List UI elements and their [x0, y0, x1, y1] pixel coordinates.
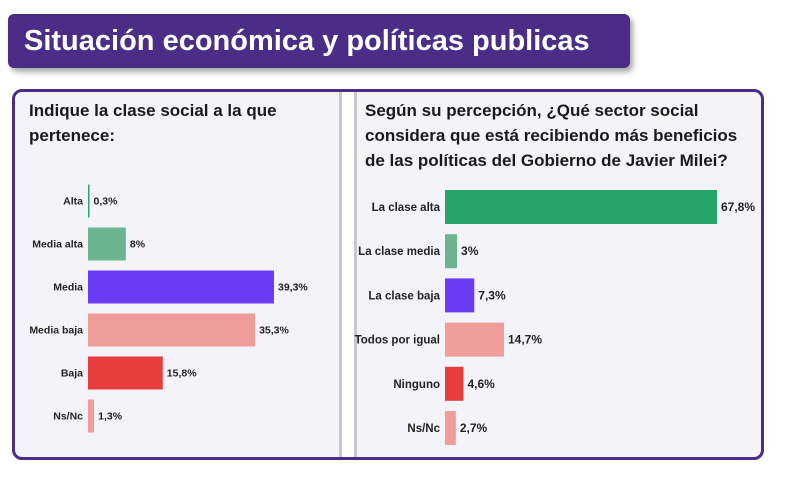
social-class-chart: Alta 0,3% Media alta 8% Media 39,3% Media baja…	[29, 184, 308, 433]
beneficiary-value-label: 67,8%	[721, 200, 755, 214]
beneficiary-bar	[445, 411, 456, 445]
beneficiary-category-label: La clase baja	[368, 290, 440, 302]
right-question: Según su percepción, ¿Qué sector social …	[365, 101, 738, 170]
beneficiary-bar	[445, 322, 504, 357]
social-class-bar	[88, 270, 274, 304]
charts-panel: Indique la clase social a la que pertene…	[12, 89, 764, 460]
beneficiary-value-label: 7,3%	[478, 288, 506, 302]
social-class-bar	[88, 227, 126, 261]
beneficiary-sector-chart: La clase alta 67,8% La clase media 3% La cla…	[355, 190, 755, 445]
social-class-category-label: Ns/Nc	[53, 411, 83, 423]
beneficiary-category-label: Ninguno	[393, 379, 440, 391]
social-class-bar	[88, 313, 256, 347]
panel-divider	[339, 92, 357, 457]
social-class-value-label: 35,3%	[259, 325, 289, 337]
social-class-category-label: Alta	[63, 196, 83, 208]
left-question: Indique la clase social a la que pertene…	[29, 101, 277, 145]
beneficiary-value-label: 3%	[461, 244, 479, 258]
social-class-category-label: Baja	[61, 368, 83, 380]
beneficiary-value-label: 14,7%	[508, 333, 542, 347]
social-class-value-label: 39,3%	[278, 282, 308, 294]
beneficiary-value-label: 2,7%	[460, 421, 488, 435]
social-class-category-label: Media alta	[32, 239, 83, 251]
beneficiary-bar	[445, 234, 458, 269]
beneficiary-bar	[445, 366, 464, 401]
social-class-category-label: Media	[53, 282, 83, 294]
social-class-bar	[88, 399, 95, 433]
beneficiary-category-label: Todos por igual	[355, 335, 440, 347]
social-class-category-label: Media baja	[29, 325, 83, 337]
beneficiary-value-label: 4,6%	[467, 377, 495, 391]
social-class-bar	[88, 184, 90, 218]
beneficiary-bar	[445, 190, 717, 224]
beneficiary-bar	[445, 278, 475, 313]
beneficiary-category-label: Ns/Nc	[407, 423, 440, 435]
social-class-bar	[88, 356, 163, 390]
social-class-value-label: 8%	[130, 239, 146, 251]
social-class-value-label: 15,8%	[167, 368, 197, 380]
social-class-value-label: 0,3%	[94, 196, 119, 208]
beneficiary-category-label: La clase alta	[372, 202, 441, 214]
social-class-value-label: 1,3%	[98, 411, 123, 423]
beneficiary-category-label: La clase media	[358, 246, 440, 258]
page-title: Situación económica y políticas publicas	[8, 14, 630, 68]
